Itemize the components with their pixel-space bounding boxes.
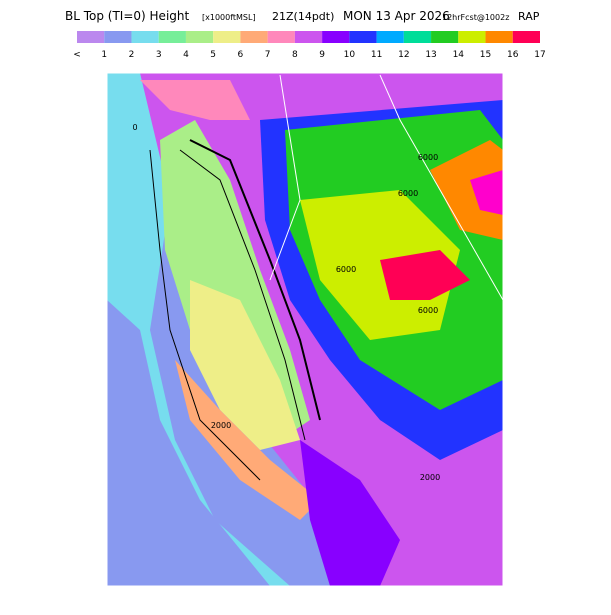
- colorbar-label: 14: [453, 50, 465, 60]
- colorbar-label: 17: [534, 50, 545, 60]
- color-swatch: [131, 31, 159, 43]
- color-swatch: [431, 31, 459, 43]
- color-swatch: [240, 31, 268, 43]
- colorbar-label: 10: [344, 50, 356, 60]
- color-swatch: [485, 31, 513, 43]
- color-swatch: [158, 31, 186, 43]
- colorbar-label: 4: [183, 50, 189, 60]
- colorbar-label: 3: [156, 50, 162, 60]
- colorbar: <1 2 3 4 5 6 7 8 9 10 11 12 13 14 15 16 17: [73, 31, 546, 60]
- colorbar-label: 7: [265, 50, 271, 60]
- map: [106, 72, 504, 587]
- colorbar-label: 8: [292, 50, 298, 60]
- date: MON 13 Apr 2026: [343, 9, 450, 23]
- forecast: 12hrFcst@1002z: [442, 13, 509, 22]
- colorbar-label: <: [73, 50, 81, 60]
- colorbar-label: 11: [371, 50, 382, 60]
- colorbar-label: 6: [238, 50, 244, 60]
- title: BL Top (TI=0) Height: [65, 9, 189, 23]
- color-swatch: [403, 31, 432, 43]
- contour-label: 6000: [418, 153, 438, 162]
- colorbar-label: 16: [507, 50, 519, 60]
- map-frame: [106, 72, 504, 587]
- contour-label: 2000: [211, 421, 231, 430]
- contour-label: 6000: [336, 265, 356, 274]
- color-swatch: [104, 31, 132, 43]
- colorbar-label: 12: [398, 50, 409, 60]
- color-swatch: [77, 31, 105, 43]
- color-swatch: [185, 31, 214, 43]
- color-swatch: [349, 31, 377, 43]
- color-swatch: [458, 31, 486, 43]
- colorbar-label: 5: [210, 50, 216, 60]
- colorbar-label: 15: [480, 50, 491, 60]
- colorbar-label: 2: [129, 50, 135, 60]
- model: RAP: [518, 10, 540, 23]
- contour-label: 0: [132, 123, 137, 132]
- contour-label: 2000: [420, 473, 440, 482]
- color-swatch: [512, 31, 540, 43]
- color-swatch: [267, 31, 295, 43]
- colorbar-label: 9: [319, 50, 325, 60]
- color-swatch: [213, 31, 241, 43]
- contour-label: 6000: [398, 189, 418, 198]
- units: [x1000ftMSL]: [202, 13, 256, 22]
- contour-labels: 6000 6000 6000 6000 2000 2000 0: [132, 123, 440, 482]
- contour-label: 6000: [418, 306, 438, 315]
- valid-time: 21Z(14pdt): [272, 10, 334, 23]
- colorbar-label: 13: [425, 50, 436, 60]
- color-swatch: [322, 31, 350, 43]
- color-swatch: [376, 31, 404, 43]
- colorbar-label: 1: [101, 50, 107, 60]
- color-swatch: [294, 31, 323, 43]
